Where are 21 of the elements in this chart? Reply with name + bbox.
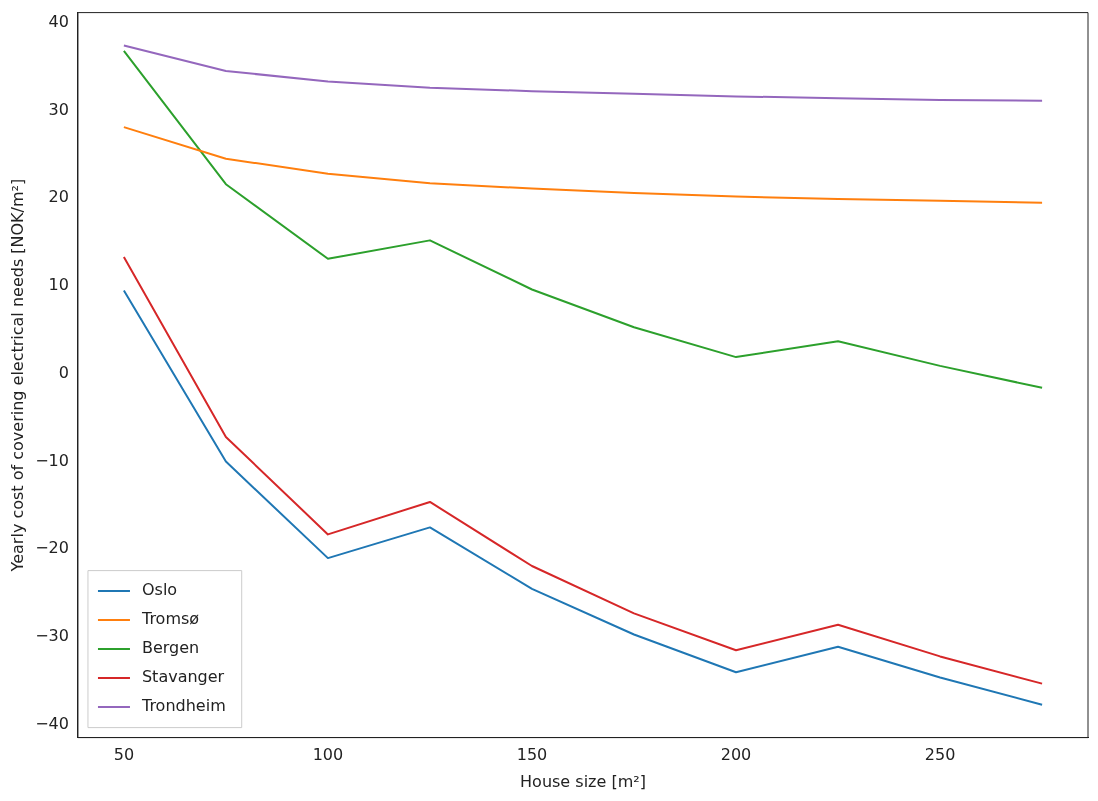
y-tick-label: 0	[58, 362, 69, 382]
x-tick-label: 250	[924, 745, 956, 765]
y-tick-label: 20	[48, 187, 69, 207]
x-tick-label: 200	[720, 745, 752, 765]
legend-label: Oslo	[141, 580, 178, 600]
y-tick-label: −10	[35, 450, 69, 470]
x-tick-label: 50	[113, 745, 135, 765]
x-tick-label: 150	[516, 745, 548, 765]
x-tick-label: 100	[312, 745, 344, 765]
y-tick-label: −20	[35, 538, 69, 558]
legend-label: Trondheim	[140, 696, 226, 716]
y-tick-label: 10	[48, 275, 69, 295]
y-tick-label: −30	[35, 626, 69, 646]
legend-label: Bergen	[141, 638, 200, 658]
y-tick-label: −40	[35, 714, 69, 734]
y-axis-title: Yearly cost of covering electrical needs [NOK/m²]	[7, 178, 27, 573]
y-tick-label: 30	[48, 99, 69, 119]
legend-label: Tromsø	[140, 609, 200, 629]
x-axis-title: House size [m²]	[520, 771, 646, 791]
y-tick-label: 40	[48, 11, 69, 31]
legend-label: Stavanger	[141, 667, 225, 687]
